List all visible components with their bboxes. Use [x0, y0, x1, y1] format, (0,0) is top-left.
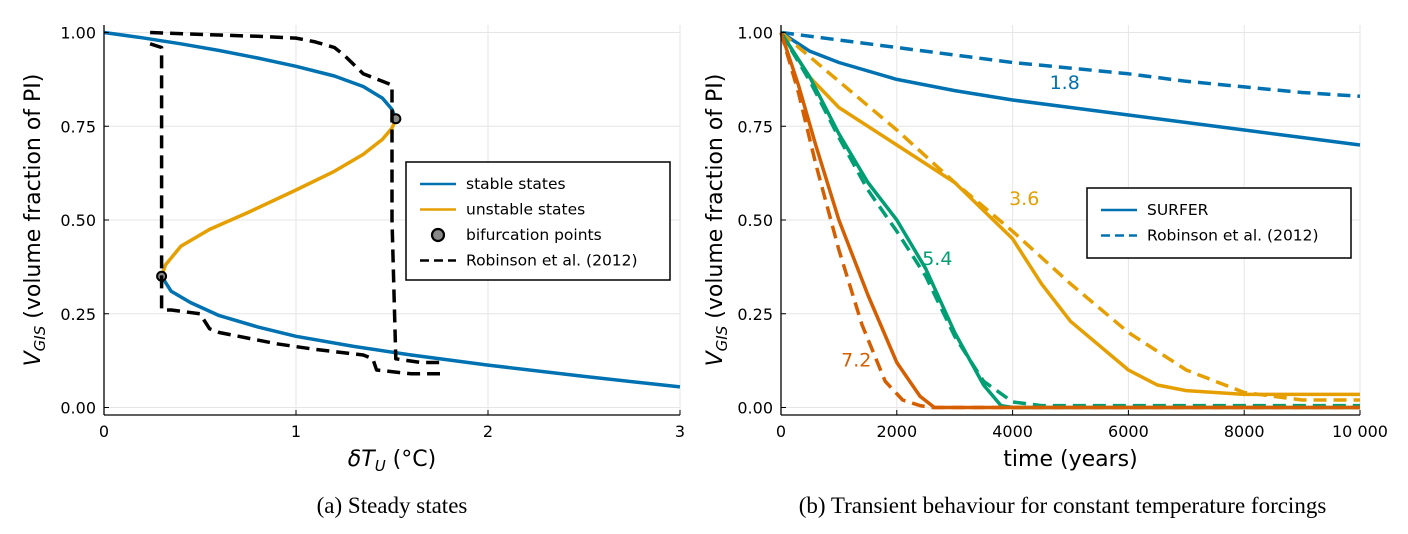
- x-axis-label: δTU (°C): [348, 447, 436, 475]
- series-line-robinson-4: [150, 30, 440, 365]
- x-tick-label: 2: [483, 422, 493, 441]
- x-tick-label: 0: [776, 422, 786, 441]
- legend-marker: [430, 227, 446, 243]
- series-line-3-6-robinson-3: [779, 31, 1360, 402]
- forcing-annotation: 5.4: [922, 248, 952, 270]
- series-line-model-1: [160, 275, 681, 389]
- series-line-1-8-model-0: [780, 31, 1361, 147]
- series-line-1-8-robinson-1: [780, 30, 1361, 99]
- x-tick-label: 8000: [1224, 422, 1265, 441]
- chart-panel-steady-states: 0 1 2 3 0.00 0.25 0.50 0.75 1.00 δTU (°C) VGIS (vo…: [21, 24, 685, 476]
- y-tick-label: 0.25: [737, 305, 773, 324]
- legend-label: bifurcation points: [466, 226, 602, 244]
- series-line-5-4-robinson-5: [779, 31, 1360, 408]
- series-line-model-0: [103, 30, 398, 120]
- x-tick-label: 10 000: [1332, 422, 1388, 441]
- forcing-annotation: 3.6: [1009, 188, 1039, 210]
- legend-label: stable states: [466, 175, 566, 193]
- y-tick-label: 0.25: [60, 305, 96, 324]
- y-tick-label: 0.75: [60, 117, 96, 136]
- chart-panel-transient: 0 2000 4000 6000 8000 10 000 0.00 0.25 0.50 0.75 1…: [703, 24, 1388, 473]
- x-tick-label: 4000: [992, 422, 1033, 441]
- series-line-3-6-model-2: [779, 31, 1360, 397]
- legend: stable states unstable states bifurcation …: [405, 161, 671, 281]
- x-axis-label: time (years): [1003, 447, 1137, 472]
- series-line-robinson-5: [149, 42, 440, 376]
- legend-label: Robinson et al. (2012): [1147, 227, 1319, 245]
- legend-box: [1086, 187, 1352, 259]
- y-tick-label: 1.00: [60, 24, 96, 43]
- y-tick-label: 0.50: [737, 211, 773, 230]
- caption-a: (a) Steady states: [317, 493, 468, 518]
- legend-label: SURFER: [1147, 201, 1209, 219]
- caption-b: (b) Transient behaviour for constant tem…: [799, 493, 1327, 518]
- y-tick-label: 0.75: [737, 117, 773, 136]
- legend: SURFER Robinson et al. (2012): [1086, 187, 1352, 259]
- forcing-annotation: 7.2: [841, 349, 871, 371]
- y-axis-label: VGIS (volume fraction of PI): [703, 74, 731, 367]
- y-axis-label: VGIS (volume fraction of PI): [21, 74, 49, 367]
- x-tick-label: 2000: [876, 422, 917, 441]
- series-line-model-2: [159, 118, 398, 277]
- y-tick-label: 1.00: [737, 24, 773, 43]
- forcing-annotation: 1.8: [1050, 72, 1080, 94]
- x-tick-label: 1: [291, 422, 301, 441]
- x-tick-label: 3: [675, 422, 685, 441]
- x-tick-label: 0: [99, 422, 109, 441]
- y-tick-label: 0.00: [737, 399, 773, 418]
- legend-label: unstable states: [466, 201, 585, 219]
- legend-label: Robinson et al. (2012): [466, 252, 638, 270]
- y-tick-label: 0.00: [60, 399, 96, 418]
- x-tick-label: 6000: [1108, 422, 1149, 441]
- y-tick-label: 0.50: [60, 211, 96, 230]
